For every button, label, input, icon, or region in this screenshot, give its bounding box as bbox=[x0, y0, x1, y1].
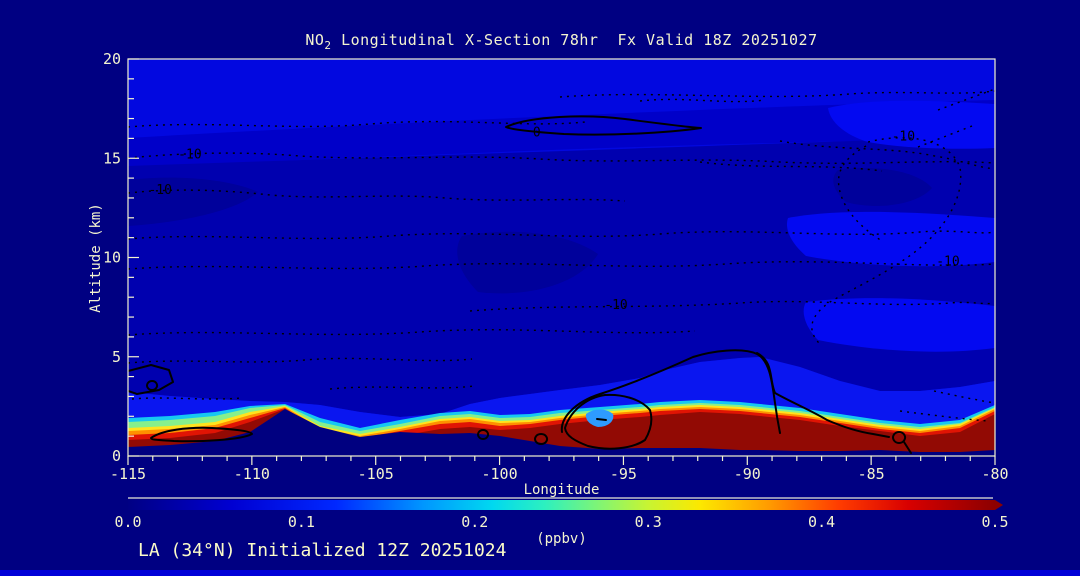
title-subscript: 2 bbox=[324, 39, 332, 52]
svg-text:0.4: 0.4 bbox=[808, 513, 835, 531]
axes-frame bbox=[127, 58, 996, 465]
svg-text:(ppbv): (ppbv) bbox=[536, 531, 587, 547]
svg-text:Longitude: Longitude bbox=[524, 482, 600, 498]
svg-text:-80: -80 bbox=[981, 465, 1008, 483]
svg-text:5: 5 bbox=[112, 348, 121, 366]
svg-text:0.5: 0.5 bbox=[981, 513, 1008, 531]
svg-text:0.0: 0.0 bbox=[114, 513, 141, 531]
svg-text:-85: -85 bbox=[858, 465, 885, 483]
svg-text:-110: -110 bbox=[234, 465, 270, 483]
footer-strip bbox=[0, 570, 1080, 576]
dotted-contours bbox=[128, 88, 995, 422]
axis-tick-labels: -115 -110 -105 -100 -95 -90 -85 -8005101520Long… bbox=[103, 50, 1009, 498]
init-info-text: LA (34°N) Initialized 12Z 20251024 bbox=[138, 540, 507, 561]
title-species: NO bbox=[305, 31, 325, 49]
colorbar-end-tip bbox=[995, 500, 1003, 510]
svg-text:0: 0 bbox=[112, 447, 121, 465]
svg-text:-10: -10 bbox=[148, 183, 171, 198]
field-light-pocket bbox=[585, 409, 614, 427]
svg-text:-100: -100 bbox=[482, 465, 518, 483]
colorbar-gradient bbox=[128, 500, 995, 510]
svg-text:-105: -105 bbox=[358, 465, 394, 483]
svg-text:-10: -10 bbox=[892, 129, 915, 144]
svg-text:-10: -10 bbox=[936, 254, 959, 269]
title-text: Longitudinal X-Section 78hr Fx Valid 18Z… bbox=[331, 31, 818, 49]
svg-text:-10: -10 bbox=[178, 147, 201, 162]
solid-contours bbox=[128, 115, 912, 454]
svg-text:20: 20 bbox=[103, 50, 121, 68]
svg-text:0.1: 0.1 bbox=[288, 513, 315, 531]
svg-text:15: 15 bbox=[103, 149, 121, 167]
terrain bbox=[128, 409, 995, 456]
contour-value-labels: -10 -10 0 -10 -10 -10 bbox=[148, 125, 959, 313]
terrain-mask bbox=[128, 409, 995, 456]
svg-text:-115: -115 bbox=[110, 465, 146, 483]
svg-text:0.3: 0.3 bbox=[635, 513, 662, 531]
svg-text:0.2: 0.2 bbox=[461, 513, 488, 531]
svg-text:-90: -90 bbox=[734, 465, 761, 483]
field-patches bbox=[128, 100, 995, 352]
y-axis-label: Altitude (km) bbox=[88, 203, 104, 313]
colorbar-labels: 0.0 0.1 0.2 0.3 0.4 0.5 (ppbv) bbox=[114, 513, 1008, 547]
svg-text:0: 0 bbox=[533, 125, 541, 140]
field-fill: -10 -10 0 -10 -10 -10 bbox=[128, 59, 995, 456]
page-title: NO2 Longitudinal X-Section 78hr Fx Valid… bbox=[128, 31, 995, 52]
svg-text:10: 10 bbox=[103, 249, 121, 267]
svg-text:-10: -10 bbox=[604, 298, 627, 313]
svg-text:-95: -95 bbox=[610, 465, 637, 483]
